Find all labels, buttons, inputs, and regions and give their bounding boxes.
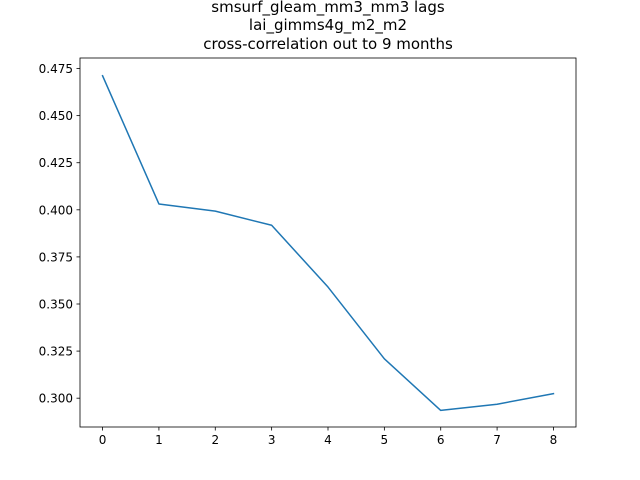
x-tick-label: 0 — [99, 433, 107, 447]
y-tick-label: 0.350 — [39, 298, 73, 312]
y-tick-label: 0.450 — [39, 109, 73, 123]
chart-title-line: smsurf_gleam_mm3_mm3 lags — [211, 0, 445, 17]
y-tick-label: 0.300 — [39, 392, 73, 406]
x-tick-label: 4 — [324, 433, 332, 447]
y-tick-label: 0.475 — [39, 62, 73, 76]
y-tick-label: 0.325 — [39, 345, 73, 359]
y-tick-label: 0.425 — [39, 156, 73, 170]
y-tick-label: 0.375 — [39, 250, 73, 264]
plot-area: 0 1 2 3 4 5 6 7 8 0.300 0.325 0.350 0.375 0.400 0.425 0… — [39, 57, 577, 447]
x-tick-label: 2 — [211, 433, 219, 447]
x-tick-label: 7 — [493, 433, 501, 447]
y-tick-label: 0.400 — [39, 203, 73, 217]
chart-title: smsurf_gleam_mm3_mm3 lags lai_gimms4g_m2… — [203, 0, 453, 53]
chart-title-line: lai_gimms4g_m2_m2 — [249, 16, 407, 35]
x-tick-label: 6 — [437, 433, 445, 447]
x-tick-label: 3 — [268, 433, 276, 447]
x-tick-label: 1 — [155, 433, 163, 447]
x-tick-label: 5 — [381, 433, 389, 447]
chart-title-line: cross-correlation out to 9 months — [203, 35, 453, 53]
x-tick-label: 8 — [550, 433, 558, 447]
